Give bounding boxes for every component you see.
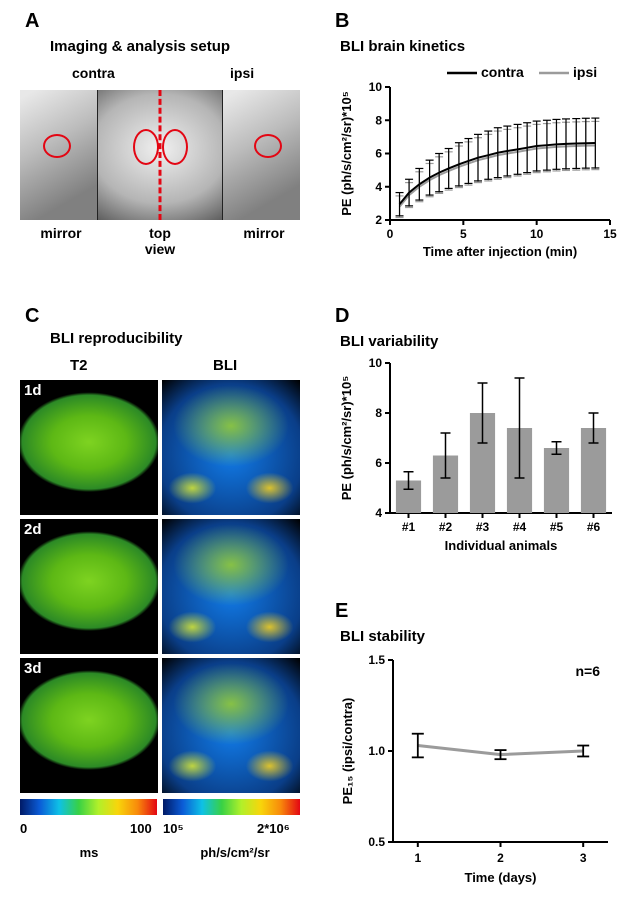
c-head-bli: BLI — [213, 357, 237, 374]
panel-b-title: BLI brain kinetics — [340, 38, 465, 55]
chart-e: 0.5 1.0 1.5 1 2 3 n=6 PE₁₅ (ipsi/contra) Time (d… — [335, 650, 620, 890]
panel-a-letter: A — [25, 10, 39, 33]
svg-text:0.5: 0.5 — [368, 835, 385, 849]
svg-text:0: 0 — [387, 227, 394, 241]
panel-a: A Imaging & analysis setup contra ipsi m… — [20, 10, 310, 280]
label-top-view: top view — [130, 225, 190, 257]
svg-text:Time (days): Time (days) — [464, 870, 536, 885]
c-t2-2: 2d — [20, 519, 158, 654]
svg-text:1.0: 1.0 — [368, 744, 385, 758]
panel-c-letter: C — [25, 305, 39, 328]
label-mirror-r: mirror — [230, 225, 298, 241]
c-head-t2: T2 — [70, 357, 88, 374]
roi-mirror-right — [254, 134, 282, 158]
svg-text:2: 2 — [375, 213, 382, 227]
c-day-2: 2d — [24, 521, 42, 538]
svg-text:Individual animals: Individual animals — [445, 538, 558, 553]
svg-text:contra: contra — [481, 64, 524, 80]
panel-d-title: BLI variability — [340, 333, 438, 350]
c-t2-1: 1d — [20, 380, 158, 515]
svg-text:10: 10 — [369, 356, 383, 370]
c-bli-3 — [162, 658, 300, 793]
c-day-1: 1d — [24, 382, 42, 399]
cb-bli-max: 2*10⁶ — [257, 821, 290, 836]
svg-text:5: 5 — [460, 227, 467, 241]
panel-b-letter: B — [335, 10, 349, 33]
c-bli-2 — [162, 519, 300, 654]
a-top-view — [97, 90, 222, 220]
chart-d: 4 6 8 10 #1 #2 #3 #4 #5 #6 PE (ph/s/cm²/sr)*10⁵ Ind… — [335, 355, 620, 555]
svg-text:4: 4 — [375, 506, 382, 520]
c-day-3: 3d — [24, 660, 42, 677]
svg-text:10: 10 — [530, 227, 544, 241]
c-bli-1 — [162, 380, 300, 515]
svg-text:6: 6 — [375, 456, 382, 470]
c-row-3: 3d — [20, 658, 300, 793]
a-mirror-right — [222, 90, 300, 220]
label-mirror-l: mirror — [27, 225, 95, 241]
svg-text:8: 8 — [375, 406, 382, 420]
svg-text:#4: #4 — [513, 520, 527, 534]
panel-d: D BLI variability 4 6 8 10 #1 #2 #3 #4 #5 #6 PE (p… — [335, 305, 625, 560]
panel-d-letter: D — [335, 305, 349, 328]
colorbar-t2 — [20, 799, 157, 815]
svg-text:#6: #6 — [587, 520, 601, 534]
a-midline — [159, 90, 162, 220]
svg-text:3: 3 — [580, 851, 587, 865]
roi-top-left — [133, 129, 159, 165]
cb-bli-unit: ph/s/cm²/sr — [180, 845, 290, 860]
svg-text:2: 2 — [497, 851, 504, 865]
panel-b: B BLI brain kinetics contra ipsi 2 4 6 8 10 0 5 1… — [335, 10, 625, 265]
svg-text:15: 15 — [603, 227, 617, 241]
roi-top-right — [162, 129, 188, 165]
panel-a-title: Imaging & analysis setup — [50, 38, 230, 55]
svg-text:#1: #1 — [402, 520, 416, 534]
c-t2-3: 3d — [20, 658, 158, 793]
svg-text:10: 10 — [369, 80, 383, 94]
colorbar-bli — [163, 799, 300, 815]
cb-t2-unit: ms — [67, 845, 111, 860]
c-row-1: 1d — [20, 380, 300, 515]
svg-text:4: 4 — [375, 180, 382, 194]
svg-text:PE (ph/s/cm²/sr)*10⁵: PE (ph/s/cm²/sr)*10⁵ — [339, 91, 354, 216]
svg-text:1.5: 1.5 — [368, 653, 385, 667]
c-row-2: 2d — [20, 519, 300, 654]
label-contra: contra — [72, 65, 115, 81]
svg-text:#2: #2 — [439, 520, 453, 534]
a-mirror-left — [20, 90, 97, 220]
panel-c: C BLI reproducibility T2 BLI 1d 2d 3d 0 … — [20, 305, 310, 895]
panel-e-title: BLI stability — [340, 628, 425, 645]
svg-text:ipsi: ipsi — [573, 64, 597, 80]
cb-t2-min: 0 — [20, 821, 27, 836]
svg-text:6: 6 — [375, 147, 382, 161]
roi-mirror-left — [43, 134, 71, 158]
svg-text:#5: #5 — [550, 520, 564, 534]
chart-b: contra ipsi 2 4 6 8 10 0 5 10 15 PE (ph/s/cm²/sr)*1… — [335, 65, 620, 260]
svg-text:Time after injection (min): Time after injection (min) — [423, 244, 577, 259]
cb-t2-max: 100 — [130, 821, 152, 836]
cb-bli-min: 10⁵ — [163, 821, 184, 836]
svg-text:PE₁₅ (ipsi/contra): PE₁₅ (ipsi/contra) — [340, 698, 355, 805]
panel-a-image — [20, 90, 300, 220]
svg-text:n=6: n=6 — [575, 663, 600, 679]
svg-text:8: 8 — [375, 113, 382, 127]
svg-text:#3: #3 — [476, 520, 490, 534]
svg-text:1: 1 — [414, 851, 421, 865]
label-ipsi: ipsi — [230, 65, 254, 81]
panel-e: E BLI stability 0.5 1.0 1.5 1 2 3 n=6 PE₁₅ (ips… — [335, 600, 625, 900]
svg-text:PE (ph/s/cm²/sr)*10⁵: PE (ph/s/cm²/sr)*10⁵ — [339, 376, 354, 501]
panel-c-title: BLI reproducibility — [50, 330, 183, 347]
panel-e-letter: E — [335, 600, 348, 623]
